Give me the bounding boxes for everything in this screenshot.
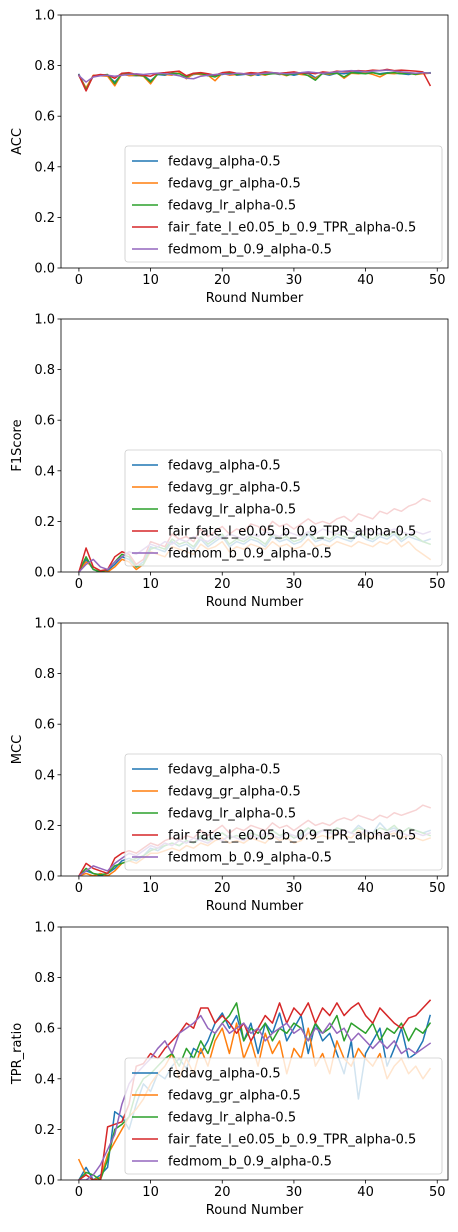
- y-axis-label: F1Score: [10, 419, 25, 471]
- legend-box: [124, 145, 443, 263]
- x-axis-label: Round Number: [206, 1203, 304, 1218]
- y-tick-label: 1.0: [34, 313, 55, 328]
- legend-entry: fedavg_alpha-0.5: [168, 763, 281, 778]
- y-tick-label: 0.8: [34, 363, 55, 378]
- x-tick-label: 0: [75, 881, 83, 896]
- legend-entry: fedmom_b_0.9_alpha-0.5: [168, 243, 332, 258]
- x-tick-label: 50: [429, 881, 446, 896]
- y-tick-label: 0.8: [34, 667, 55, 682]
- y-tick-label: 1.0: [34, 617, 55, 632]
- x-tick-label: 10: [142, 273, 159, 288]
- y-tick-label: 0.6: [34, 110, 55, 125]
- series-line-5: [77, 69, 431, 83]
- legend-entry: fair_fate_l_e0.05_b_0.9_TPR_alpha-0.5: [168, 829, 416, 844]
- y-axis-label: ACC: [10, 128, 25, 155]
- y-tick-label: 1.0: [34, 921, 55, 936]
- x-tick-label: 30: [286, 273, 303, 288]
- legend: fedavg_alpha-0.5 fedavg_gr_alpha-0.5fedav…: [124, 145, 443, 263]
- y-tick-label: 0.2: [34, 819, 55, 834]
- x-tick-label: 30: [286, 1185, 303, 1200]
- legend-box: [124, 449, 443, 567]
- x-tick-label: 40: [357, 273, 374, 288]
- x-tick-label: 0: [75, 577, 83, 592]
- legend-box: [124, 1057, 443, 1175]
- x-tick-label: 10: [142, 1185, 159, 1200]
- x-tick-label: 20: [214, 881, 231, 896]
- y-tick-label: 0.6: [34, 1022, 55, 1037]
- y-tick-label: 0.0: [34, 870, 55, 885]
- legend-entry: fedavg_alpha-0.5: [168, 1067, 281, 1082]
- legend-entry: fedavg_lr_alpha-0.5: [168, 199, 296, 214]
- x-tick-label: 0: [75, 273, 83, 288]
- x-tick-label: 40: [357, 577, 374, 592]
- legend-entry: fedmom_b_0.9_alpha-0.5: [168, 547, 332, 562]
- x-tick-label: 50: [429, 273, 446, 288]
- x-axis-label: Round Number: [206, 899, 304, 914]
- legend-entry: fedavg_alpha-0.5: [168, 459, 281, 474]
- y-axis-label: TPR_ratio: [10, 1023, 25, 1085]
- x-tick-label: 20: [214, 273, 231, 288]
- y-tick-label: 0.2: [34, 515, 55, 530]
- y-tick-label: 1.0: [34, 9, 55, 24]
- x-tick-label: 40: [357, 1185, 374, 1200]
- y-tick-label: 0.4: [34, 1072, 55, 1087]
- x-tick-label: 30: [286, 881, 303, 896]
- x-tick-label: 50: [429, 1185, 446, 1200]
- axes-frame: [60, 318, 449, 573]
- legend-box: [124, 753, 443, 871]
- x-axis-label: Round Number: [206, 595, 304, 610]
- chart-panel-4: 0 10 20 30 40 50 0.0 0.2 0.4 0.6 0.8 1.0 Round Numbe…: [10, 921, 449, 1218]
- x-tick-label: 0: [75, 1185, 83, 1200]
- chart-panel-1: 0 10 20 30 40 50 0.0 0.2 0.4 0.6 0.8 1.0 Round Numbe…: [10, 9, 449, 306]
- y-tick-label: 0.0: [34, 262, 55, 277]
- legend-entry: fedmom_b_0.9_alpha-0.5: [168, 1155, 332, 1170]
- legend-entry: fedavg_gr_alpha-0.5: [168, 177, 301, 192]
- y-tick-label: 0.0: [34, 566, 55, 581]
- x-tick-label: 10: [142, 577, 159, 592]
- legend-entry: fedavg_alpha-0.5: [168, 155, 281, 170]
- x-tick-label: 10: [142, 881, 159, 896]
- x-tick-label: 40: [357, 881, 374, 896]
- axes-frame: [60, 14, 449, 269]
- x-tick-label: 30: [286, 577, 303, 592]
- y-tick-label: 0.6: [34, 414, 55, 429]
- chart-panel-3: 0 10 20 30 40 50 0.0 0.2 0.4 0.6 0.8 1.0 Round Numbe…: [10, 617, 449, 914]
- legend-entry: fedavg_lr_alpha-0.5: [168, 503, 296, 518]
- legend-entry: fedavg_lr_alpha-0.5: [168, 807, 296, 822]
- y-tick-label: 0.4: [34, 464, 55, 479]
- legend: fedavg_alpha-0.5 fedavg_gr_alpha-0.5fedav…: [124, 449, 443, 567]
- legend-entry: fair_fate_l_e0.05_b_0.9_TPR_alpha-0.5: [168, 221, 416, 236]
- legend-entry: fedavg_gr_alpha-0.5: [168, 1089, 301, 1104]
- y-tick-label: 0.8: [34, 971, 55, 986]
- chart-panel-2: 0 10 20 30 40 50 0.0 0.2 0.4 0.6 0.8 1.0 Round Numbe…: [10, 313, 449, 610]
- y-tick-label: 0.6: [34, 718, 55, 733]
- legend-entry: fedavg_gr_alpha-0.5: [168, 481, 301, 496]
- x-tick-label: 20: [214, 577, 231, 592]
- y-tick-label: 0.8: [34, 59, 55, 74]
- y-tick-label: 0.4: [34, 768, 55, 783]
- series-group: [77, 68, 432, 92]
- legend: fedavg_alpha-0.5 fedavg_gr_alpha-0.5fedav…: [124, 753, 443, 871]
- legend-entry: fedavg_gr_alpha-0.5: [168, 785, 301, 800]
- x-axis-label: Round Number: [206, 291, 304, 306]
- y-tick-label: 0.0: [34, 1174, 55, 1189]
- axes-frame: [60, 926, 449, 1181]
- x-tick-label: 50: [429, 577, 446, 592]
- y-tick-label: 0.2: [34, 1123, 55, 1138]
- legend-entry: fair_fate_l_e0.05_b_0.9_TPR_alpha-0.5: [168, 1133, 416, 1148]
- legend-entry: fedmom_b_0.9_alpha-0.5: [168, 851, 332, 866]
- legend-entry: fair_fate_l_e0.05_b_0.9_TPR_alpha-0.5: [168, 525, 416, 540]
- x-tick-label: 20: [214, 1185, 231, 1200]
- legend-entry: fedavg_lr_alpha-0.5: [168, 1111, 296, 1126]
- y-tick-label: 0.4: [34, 160, 55, 175]
- y-tick-label: 0.2: [34, 211, 55, 226]
- legend: fedavg_alpha-0.5 fedavg_gr_alpha-0.5fedav…: [124, 1057, 443, 1175]
- y-axis-label: MCC: [10, 735, 25, 764]
- axes-frame: [60, 622, 449, 877]
